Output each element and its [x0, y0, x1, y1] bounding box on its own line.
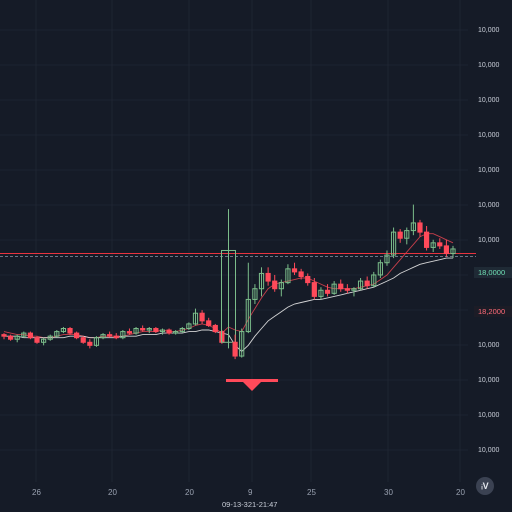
candle-body — [14, 335, 20, 340]
y-tick-label: 10,000 — [478, 27, 500, 34]
candle-body — [41, 338, 47, 343]
tradingview-logo-icon[interactable]: ᵢV — [476, 477, 494, 495]
candle-body — [133, 328, 139, 334]
last-price-badge: 18,0000 — [474, 267, 512, 278]
candle-body — [423, 231, 430, 248]
candle-body — [265, 272, 271, 282]
candle-body — [232, 341, 238, 357]
candle-body — [318, 289, 324, 297]
candle-body — [364, 280, 370, 287]
candle-body — [450, 248, 456, 255]
grid — [0, 0, 468, 482]
candle-body — [221, 249, 236, 343]
x-tick-label: 30 — [384, 488, 393, 497]
y-tick-label: 10,000 — [478, 62, 500, 69]
candle-body — [437, 242, 443, 247]
y-tick-label: 10,000 — [478, 237, 500, 244]
candle-body — [47, 335, 53, 340]
x-tick-label: 20 — [108, 488, 117, 497]
candle-body — [278, 282, 284, 290]
low-marker-arrow — [243, 382, 261, 391]
candle-body — [54, 331, 60, 337]
candle-body — [166, 329, 172, 334]
candle-body — [351, 288, 357, 291]
candle-body — [74, 332, 80, 339]
candle-body — [107, 334, 113, 337]
candle-body — [67, 328, 73, 334]
candle-body — [344, 288, 350, 291]
candle-body — [272, 280, 278, 290]
candle-body — [120, 331, 126, 339]
x-tick-label: 20 — [185, 488, 194, 497]
low-marker-bar — [226, 379, 278, 382]
candle-body — [27, 332, 34, 339]
x-tick-label: 9 — [248, 488, 253, 497]
y-tick-label: 10,000 — [478, 167, 500, 174]
candle-body — [146, 328, 152, 331]
candle-body — [8, 335, 14, 340]
candle-body — [258, 272, 265, 290]
price-lines — [0, 253, 476, 258]
candle-body — [338, 283, 344, 290]
candle-body — [100, 334, 106, 339]
y-tick-label: 10,000 — [478, 377, 500, 384]
candle-body — [1, 334, 7, 337]
candle-body — [331, 283, 337, 294]
level-price-badge: 18,2000 — [474, 306, 512, 317]
candle-body — [397, 231, 403, 239]
candle-body — [285, 268, 291, 284]
candle-body — [34, 337, 40, 343]
candle-body — [60, 328, 67, 333]
candle-body — [371, 274, 377, 287]
candle-body — [179, 328, 185, 333]
candles — [1, 204, 456, 360]
y-tick-label: 10,000 — [478, 97, 500, 104]
y-tick-label: 10,000 — [478, 202, 500, 209]
candle-body — [159, 329, 166, 333]
candle-body — [199, 312, 205, 322]
candle-body — [390, 231, 397, 256]
candle-body — [384, 254, 390, 264]
candle-body — [443, 245, 449, 255]
candle-body — [126, 331, 133, 334]
y-tick-label: 10,000 — [478, 447, 500, 454]
candle-body — [298, 271, 304, 277]
candle-body — [410, 222, 416, 232]
candle-body — [305, 275, 311, 284]
y-tick-label: 10,000 — [478, 412, 500, 419]
candle-body — [113, 335, 119, 339]
candle-body — [252, 288, 258, 300]
candle-body — [417, 222, 423, 233]
candle-body — [245, 298, 251, 333]
candle-body — [357, 280, 364, 290]
candle-body — [173, 331, 179, 334]
candle-body — [186, 323, 192, 330]
candle-body — [212, 324, 218, 333]
candle-body — [404, 230, 410, 239]
candle-body — [192, 312, 199, 325]
candle-body — [153, 328, 159, 333]
candle-body — [80, 337, 86, 343]
candle-body — [21, 332, 27, 337]
candle-body — [324, 289, 331, 294]
candle-body — [93, 337, 100, 346]
candle-body — [140, 328, 146, 331]
x-tick-label: 25 — [307, 488, 316, 497]
candle-body — [311, 282, 317, 297]
candle-body — [377, 262, 383, 276]
low-marker — [226, 379, 278, 391]
x-tick-label: 20 — [456, 488, 465, 497]
candle-body — [87, 341, 93, 346]
candle-body — [430, 242, 436, 248]
candle-body — [291, 268, 298, 273]
y-tick-label: 10,000 — [478, 342, 500, 349]
x-tick-label: 26 — [32, 488, 41, 497]
crosshair-time-label: 09-13-321-21:47 — [222, 500, 278, 509]
candle-body — [239, 331, 245, 357]
candle-body — [206, 320, 212, 326]
y-tick-label: 10,000 — [478, 132, 500, 139]
